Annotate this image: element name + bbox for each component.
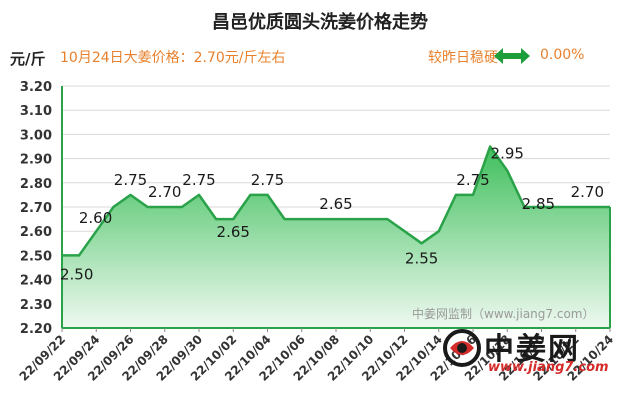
ginger-logo-icon bbox=[443, 329, 481, 367]
y-tick-label: 3.10 bbox=[20, 104, 52, 119]
logo-text: 中姜网 bbox=[484, 332, 580, 367]
data-label: 2.75 bbox=[182, 171, 215, 189]
y-tick-label: 2.50 bbox=[20, 249, 52, 264]
y-tick-label: 2.40 bbox=[20, 274, 52, 289]
data-label: 2.70 bbox=[148, 183, 181, 201]
data-label: 2.65 bbox=[217, 223, 250, 241]
site-logo: 中姜网 www.jiang7.com bbox=[440, 322, 620, 382]
y-tick-label: 3.00 bbox=[20, 128, 52, 143]
data-label: 2.85 bbox=[522, 195, 555, 213]
trend-value: 0.00% bbox=[540, 47, 585, 63]
trend-label: 较昨日稳硬 bbox=[428, 50, 498, 66]
data-label: 2.70 bbox=[571, 183, 604, 201]
data-label: 2.55 bbox=[405, 249, 438, 267]
data-label: 2.95 bbox=[491, 145, 524, 163]
price-note: 10月24日大姜价格：2.70元/斤左右 bbox=[60, 50, 286, 66]
data-label: 2.75 bbox=[114, 171, 147, 189]
y-tick-label: 2.80 bbox=[20, 177, 52, 192]
data-label: 2.75 bbox=[251, 171, 284, 189]
y-axis-ticks: 3.20 3.10 3.00 2.90 2.80 2.70 2.60 2.50 2.40 2.30… bbox=[20, 80, 52, 337]
double-arrow-icon bbox=[494, 48, 530, 64]
chart-title: 昌邑优质圆头洗姜价格走势 bbox=[212, 12, 428, 33]
y-tick-label: 2.70 bbox=[20, 201, 52, 216]
y-tick-label: 3.20 bbox=[20, 80, 52, 95]
data-labels: 2.502.602.752.702.752.652.752.652.552.75… bbox=[60, 145, 604, 284]
data-label: 2.75 bbox=[456, 171, 489, 189]
data-label: 2.65 bbox=[319, 195, 352, 213]
data-label: 2.60 bbox=[79, 209, 112, 227]
area-fill bbox=[62, 146, 610, 328]
y-tick-label: 2.20 bbox=[20, 322, 52, 337]
y-tick-label: 2.60 bbox=[20, 225, 52, 240]
price-line bbox=[62, 145, 610, 257]
data-label: 2.50 bbox=[60, 265, 93, 283]
watermark-text: 中姜网监制（www.jiang7.com） bbox=[412, 307, 595, 321]
y-axis-unit: 元/斤 bbox=[10, 50, 46, 68]
y-tick-label: 2.30 bbox=[20, 298, 52, 313]
logo-url: www.jiang7.com bbox=[488, 360, 609, 375]
y-tick-label: 2.90 bbox=[20, 153, 52, 168]
